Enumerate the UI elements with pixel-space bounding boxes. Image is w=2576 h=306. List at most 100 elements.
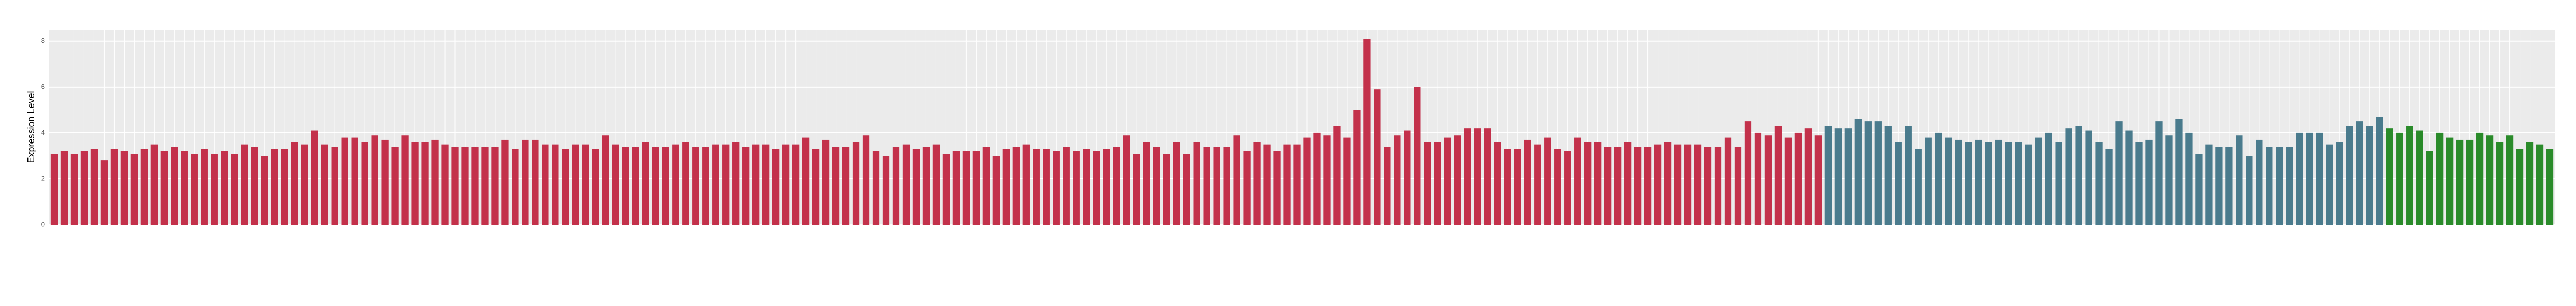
bar: [1123, 135, 1130, 225]
bar: [70, 154, 78, 225]
bar: [60, 151, 68, 225]
bar: [2536, 144, 2544, 225]
bar: [1514, 149, 1521, 225]
bar: [1293, 144, 1301, 225]
bar: [1814, 135, 1822, 225]
bar: [752, 144, 760, 225]
bar: [782, 144, 790, 225]
bar: [832, 147, 840, 225]
bar: [1704, 147, 1712, 225]
bar: [2165, 135, 2173, 225]
bar: [522, 139, 529, 225]
bar: [1584, 142, 1592, 225]
bar: [612, 144, 619, 225]
bar: [2085, 130, 2092, 225]
bar: [1022, 144, 1030, 225]
bar: [1193, 142, 1200, 225]
bar: [1614, 147, 1622, 225]
bar: [512, 149, 519, 225]
bar: [1744, 121, 1752, 225]
bar: [1935, 132, 1942, 225]
bar: [2526, 142, 2534, 225]
bar: [1213, 147, 1220, 225]
bar: [401, 135, 409, 225]
bar: [1153, 147, 1160, 225]
bar: [872, 151, 880, 225]
bar: [351, 137, 358, 225]
y-tick-label: 6: [41, 82, 45, 90]
bar: [2225, 147, 2233, 225]
bar: [712, 144, 719, 225]
bar: [2476, 132, 2484, 225]
bar: [1554, 149, 1561, 225]
bar: [1233, 135, 1240, 225]
y-tick-label: 2: [41, 174, 45, 182]
bar: [892, 147, 900, 225]
bar: [2125, 130, 2133, 225]
bar: [1594, 142, 1602, 225]
bar: [481, 147, 489, 225]
bar: [1484, 128, 1491, 225]
bar: [1424, 142, 1431, 225]
bar: [772, 149, 780, 225]
bar: [1444, 137, 1451, 225]
bar: [952, 151, 960, 225]
bar: [2135, 142, 2143, 225]
bar: [1985, 142, 1992, 225]
bar: [1183, 154, 1190, 225]
bar: [371, 135, 378, 225]
bar: [2466, 139, 2474, 225]
bar: [2065, 128, 2072, 225]
bar: [381, 139, 389, 225]
bar: [2115, 121, 2123, 225]
bar: [1454, 135, 1461, 225]
bar: [2236, 135, 2243, 225]
bar: [1915, 149, 1922, 225]
bar: [2386, 128, 2393, 225]
bar: [1884, 126, 1892, 225]
bar: [1544, 137, 1551, 225]
bar: [1223, 147, 1230, 225]
bar: [361, 142, 368, 225]
bar: [2506, 135, 2514, 225]
bar: [1063, 147, 1070, 225]
bar: [261, 156, 268, 225]
bar: [2045, 132, 2052, 225]
bar: [1043, 149, 1050, 225]
bar: [2095, 142, 2103, 225]
bar: [2175, 119, 2183, 225]
bar: [1684, 144, 1692, 225]
bar: [181, 151, 188, 225]
bar: [672, 144, 679, 225]
bar: [1504, 149, 1511, 225]
bar: [1474, 128, 1481, 225]
bar: [2205, 144, 2213, 225]
bar: [2446, 137, 2454, 225]
bar: [852, 142, 860, 225]
bar: [251, 147, 258, 225]
bar: [1754, 132, 1762, 225]
bar: [1784, 137, 1792, 225]
bar: [471, 147, 479, 225]
bar: [341, 137, 348, 225]
bar: [100, 160, 108, 225]
bar: [1864, 121, 1872, 225]
bar: [291, 142, 298, 225]
bar: [1103, 149, 1110, 225]
bar: [802, 137, 810, 225]
bar: [1654, 144, 1662, 225]
bar: [822, 139, 830, 225]
bar: [2015, 142, 2022, 225]
bar: [1053, 151, 1060, 225]
bar: [662, 147, 669, 225]
bar: [1794, 132, 1802, 225]
bar: [50, 154, 58, 225]
bar: [301, 144, 308, 225]
bar: [762, 144, 770, 225]
bar: [1163, 154, 1170, 225]
bar: [110, 149, 118, 225]
bar: [391, 147, 399, 225]
bar: [622, 147, 629, 225]
bar: [1273, 151, 1281, 225]
